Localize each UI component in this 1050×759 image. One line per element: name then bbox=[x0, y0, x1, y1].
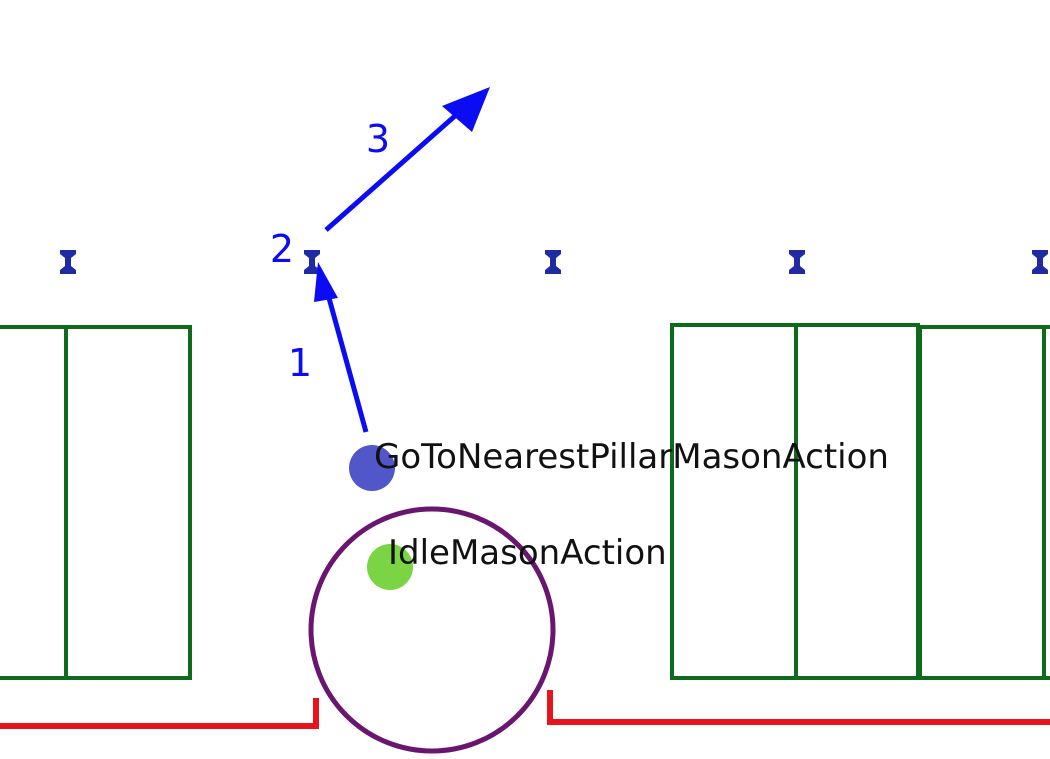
path-arrow-2 bbox=[324, 87, 490, 232]
path-arrow-1 bbox=[314, 262, 369, 433]
pillar-markers bbox=[60, 250, 1048, 274]
pillar-marker bbox=[304, 250, 320, 274]
path-step-label: 3 bbox=[366, 117, 390, 161]
pillar-box bbox=[0, 325, 68, 680]
pillar-box bbox=[794, 323, 920, 680]
path-arrows bbox=[314, 87, 490, 433]
pillar-box bbox=[64, 325, 192, 680]
agent-dot[interactable] bbox=[349, 445, 395, 491]
pillar-marker bbox=[1032, 250, 1048, 274]
agent-goto[interactable]: GoToNearestPillarMasonAction bbox=[349, 437, 889, 491]
agent-dot[interactable] bbox=[367, 544, 413, 590]
agent-idle[interactable]: IdleMasonAction bbox=[367, 533, 667, 590]
pillar-marker bbox=[60, 250, 76, 274]
wall-left bbox=[0, 698, 319, 729]
range-circle bbox=[308, 506, 556, 754]
path-step-label: 2 bbox=[270, 227, 294, 271]
pillar-box bbox=[918, 325, 1046, 680]
agent-action-label: IdleMasonAction bbox=[388, 533, 667, 573]
walls bbox=[0, 690, 1050, 729]
pillar-marker bbox=[545, 250, 561, 274]
pillar-boxes bbox=[0, 323, 1050, 680]
pillar-marker bbox=[789, 250, 805, 274]
pillar-box bbox=[670, 323, 798, 680]
path-step-label: 1 bbox=[288, 341, 312, 385]
wall-right bbox=[547, 690, 1050, 725]
agent-action-label: GoToNearestPillarMasonAction bbox=[374, 437, 889, 477]
path-step-labels: 1 2 3 bbox=[270, 117, 390, 385]
pillar-box bbox=[1042, 325, 1050, 680]
